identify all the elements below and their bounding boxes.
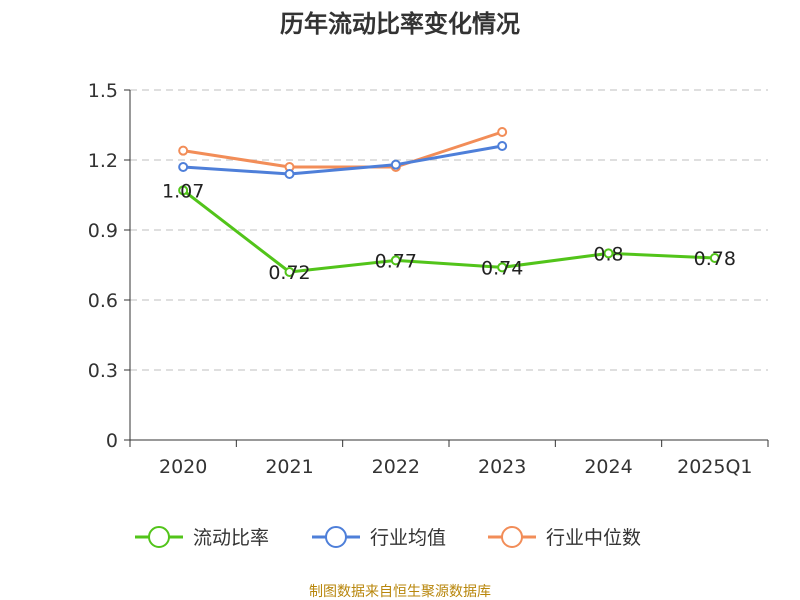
data-point [709,253,720,263]
data-label: 0.77 [375,250,417,272]
y-tick-label: 1.5 [88,80,118,102]
x-tick-label: 2020 [159,456,207,478]
data-point [390,159,401,170]
y-tick-label: 0.9 [88,220,118,242]
data-point [497,262,508,273]
source-note: 制图数据来自恒生聚源数据库 [309,584,491,600]
series-line [182,189,715,274]
series-line [182,130,503,169]
data-point [284,169,295,179]
data-label: 0.8 [593,243,623,265]
data-label: 0.74 [481,257,523,279]
y-axis: 0 0.3 0.6 0.9 1.2 1.5 [88,80,131,452]
data-point [497,127,508,137]
data-point [603,248,614,259]
x-axis: 2020 2021 2022 2023 2024 2025Q1 [129,439,769,478]
legend-item-1[interactable]: 行业均值 [312,526,446,549]
chart-title: 历年流动比率变化情况 [280,10,520,38]
legend-label: 流动比率 [193,527,269,549]
data-point [178,162,189,172]
y-tick-label: 1.2 [88,150,118,172]
legend-label: 行业均值 [370,527,446,549]
legend-label: 行业中位数 [546,527,641,549]
series-0 [178,185,720,277]
y-tick-label: 0.3 [88,360,118,382]
series-line [183,144,503,176]
x-tick-label: 2022 [372,456,420,478]
series-group: 1.07 0.72 0.77 0.74 0.8 0.78 [162,127,736,284]
legend-item-0[interactable]: 流动比率 [135,526,269,549]
legend-swatch-marker [325,526,347,548]
series-2 [178,127,508,172]
data-point [497,141,508,151]
data-point [284,267,295,277]
legend-swatch-marker [501,526,523,548]
y-tick-label: 0.6 [88,290,118,312]
data-label: 0.72 [268,262,310,284]
data-label: 1.07 [162,180,204,202]
data-point [178,145,189,156]
legend[interactable]: 流动比率 行业均值 行业中位数 [135,526,641,549]
series-1 [178,141,508,179]
legend-swatch-marker [148,526,170,548]
legend-item-2[interactable]: 行业中位数 [488,526,641,549]
x-tick-label: 2024 [584,456,632,478]
x-tick-label: 2021 [265,456,313,478]
x-tick-label: 2025Q1 [677,456,752,478]
data-point [178,185,189,196]
data-label: 0.78 [694,248,736,270]
data-point [390,255,401,266]
gridlines [130,89,768,371]
y-tick-label: 0 [106,430,118,452]
x-tick-label: 2023 [478,456,526,478]
